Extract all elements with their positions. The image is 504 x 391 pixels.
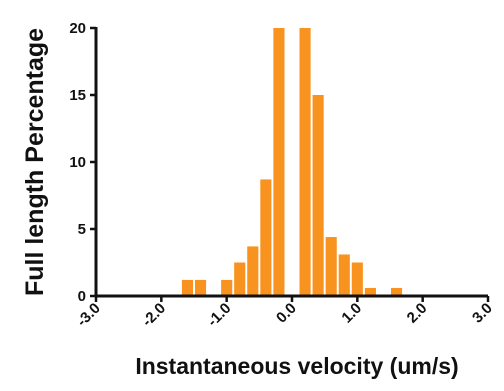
histogram-bar [273,28,285,296]
histogram-bar [338,254,350,296]
y-axis-label: Full length Percentage [21,28,49,296]
y-tick-label: 15 [69,87,86,104]
histogram-bar [299,28,311,296]
y-axis-ticks: 0 5 10 15 20 [69,20,96,305]
x-tick-label: 3.0 [469,300,496,327]
histogram-bar [325,237,337,296]
y-tick-label: 20 [69,20,86,37]
histogram-bar [312,95,324,296]
histogram-bar [181,279,194,296]
x-axis-ticks: -3.0 -2.0 -1.0 0.0 1.0 2.0 3.0 [74,296,496,330]
bar-group [181,28,403,296]
y-tick-label: 10 [69,154,86,171]
x-axis-label: Instantaneous velocity (um/s) [135,353,458,379]
histogram-bar [260,179,272,296]
x-tick-label: 1.0 [338,300,365,327]
histogram-bar [390,287,403,296]
x-tick-label: -1.0 [204,300,234,330]
x-tick-label: -2.0 [139,300,169,330]
histogram-bar [221,279,233,296]
histogram-bar [351,262,363,296]
y-tick-label: 5 [78,221,86,238]
histogram-bar [194,279,207,296]
x-tick-label: 0.0 [273,300,300,327]
histogram-bar [364,287,376,296]
y-tick-label: 0 [78,288,86,305]
histogram-bar [247,246,259,296]
histogram-bar [234,262,246,296]
x-tick-label: 2.0 [404,300,431,327]
